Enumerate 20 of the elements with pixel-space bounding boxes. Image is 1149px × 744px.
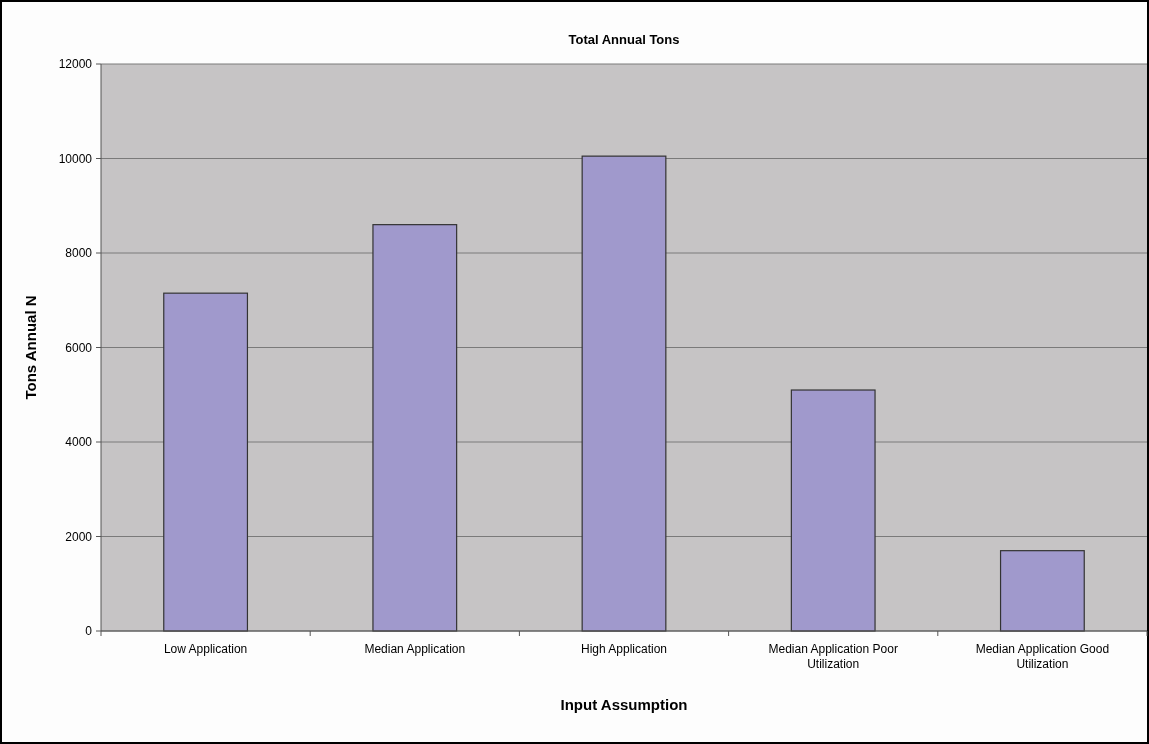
x-tick-label: Low Application — [163, 642, 248, 656]
bar — [163, 292, 249, 632]
bar — [581, 155, 667, 632]
y-tick-label: 10000 — [58, 151, 93, 166]
x-tick-label: Median Application — [364, 642, 466, 656]
y-tick-label: 8000 — [65, 246, 93, 261]
y-tick-label: 12000 — [58, 57, 93, 72]
y-tick-label: 6000 — [65, 340, 93, 355]
bar — [372, 224, 458, 632]
y-axis-title: Tons Annual N — [22, 295, 39, 400]
bar — [790, 389, 876, 632]
bar — [999, 550, 1085, 632]
x-tick-label: Median Application Good Utilization — [975, 642, 1110, 671]
x-tick-label: Median Application Poor Utilization — [768, 642, 898, 671]
chart-title: Total Annual Tons — [568, 32, 680, 47]
x-tick-label: High Application — [580, 642, 668, 656]
y-tick-label: 2000 — [65, 529, 93, 544]
y-tick-label: 4000 — [65, 435, 93, 450]
y-tick-label: 0 — [85, 624, 93, 639]
x-axis-title: Input Assumption — [560, 696, 688, 713]
